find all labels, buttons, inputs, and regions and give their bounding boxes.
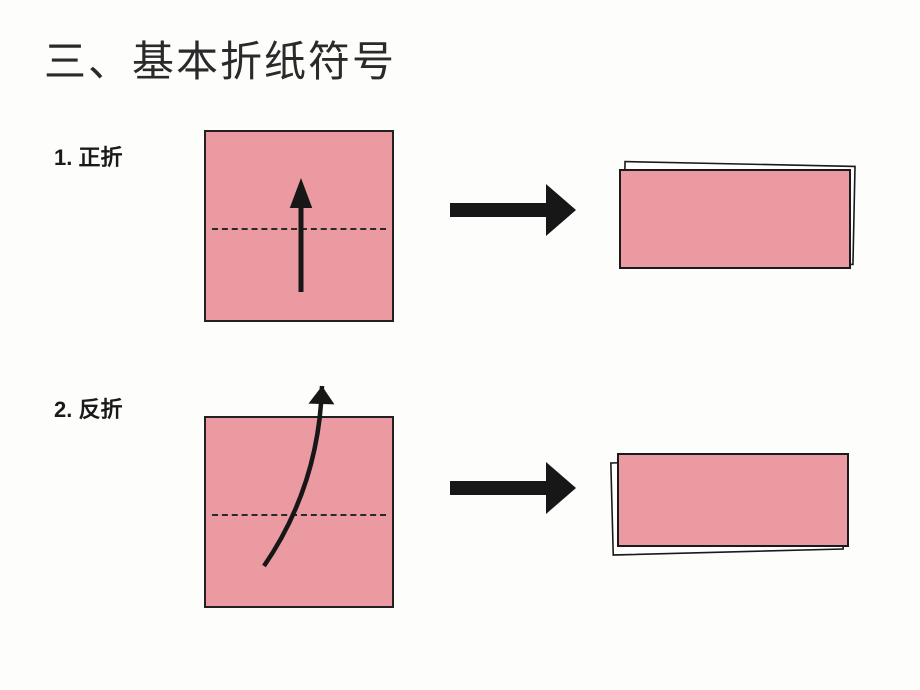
section-1-label: 1. 正折 bbox=[54, 140, 123, 172]
valley-fold-result bbox=[608, 158, 862, 280]
arrow-to-result-1 bbox=[450, 182, 578, 238]
page-title: 三、基本折纸符号 bbox=[44, 28, 396, 89]
mountain-fold-result bbox=[604, 440, 862, 560]
section-2-text: 反折 bbox=[78, 397, 122, 422]
valley-fold-up-arrow bbox=[206, 132, 396, 324]
mountain-fold-curve-arrow bbox=[204, 356, 434, 608]
section-2-label: 2. 反折 bbox=[54, 392, 123, 424]
section-1-text: 正折 bbox=[78, 145, 122, 170]
section-2-num: 2 bbox=[54, 397, 66, 422]
section-1-dot: . bbox=[66, 145, 78, 170]
section-2-dot: . bbox=[66, 397, 78, 422]
arrow-to-result-2 bbox=[450, 460, 578, 516]
valley-fold-square bbox=[204, 130, 394, 322]
section-1-num: 1 bbox=[54, 145, 66, 170]
